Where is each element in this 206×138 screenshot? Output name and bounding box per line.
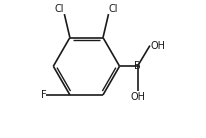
Text: F: F: [41, 90, 46, 100]
Text: Cl: Cl: [55, 4, 64, 14]
Text: OH: OH: [130, 92, 145, 102]
Text: B: B: [134, 61, 141, 71]
Text: Cl: Cl: [109, 4, 118, 14]
Text: OH: OH: [151, 41, 166, 51]
